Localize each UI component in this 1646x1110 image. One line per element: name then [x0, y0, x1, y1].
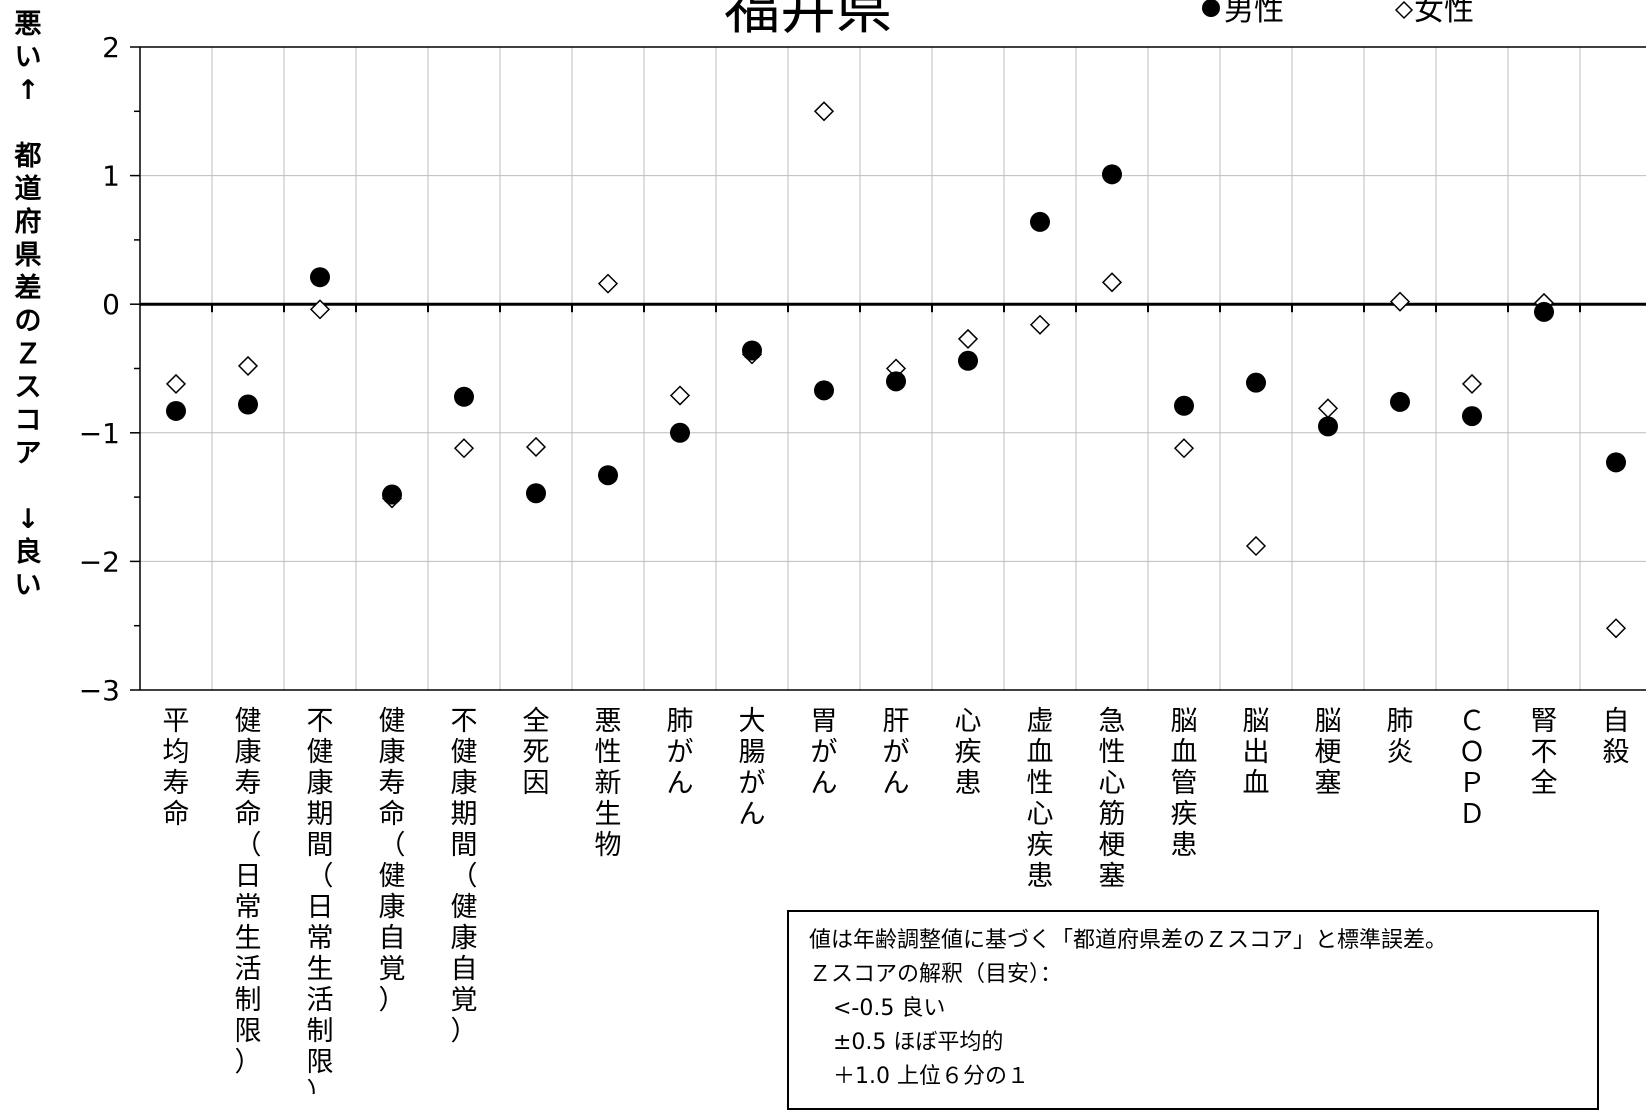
data-points	[165, 101, 1627, 639]
female-point	[1317, 398, 1339, 419]
category-label: 不健康期間（健康自覚）	[451, 706, 478, 1047]
category-label: 不健康期間（日常生活制限）	[307, 706, 334, 1094]
note-line-4: ±0.5 ほぼ平均的	[833, 1030, 1004, 1055]
category-label: 心疾患	[955, 706, 982, 799]
male-point	[814, 380, 834, 401]
male-point	[382, 484, 402, 505]
category-label: 健康寿命（健康自覚）	[379, 706, 406, 1016]
y-tick-labels: 2 1 0 −1 −2 −3	[79, 31, 120, 707]
female-point	[453, 438, 475, 459]
male-point	[1030, 211, 1050, 232]
female-point	[597, 273, 619, 294]
male-point	[886, 371, 906, 392]
male-point	[598, 465, 618, 486]
y-tick-label: −3	[79, 674, 120, 707]
male-point	[1102, 164, 1122, 185]
male-point	[526, 483, 546, 504]
male-point	[1534, 301, 1554, 322]
category-label: 脳梗塞	[1315, 706, 1342, 799]
y-tick-label: −1	[79, 417, 120, 450]
male-point	[1246, 372, 1266, 393]
category-label: 自殺	[1603, 706, 1630, 768]
female-point	[1389, 291, 1411, 312]
male-point	[742, 340, 762, 361]
note-line-3: <-0.5 良い	[833, 996, 946, 1021]
female-point	[525, 436, 547, 458]
male-point	[958, 350, 978, 371]
male-point	[166, 400, 186, 421]
y-tick-label: 1	[102, 160, 120, 193]
note-line-1: 値は年齢調整値に基づく「都道府県差のＺスコア」と標準誤差。	[809, 928, 1448, 953]
male-point	[1318, 416, 1338, 437]
category-label: 脳血管疾患	[1171, 706, 1198, 861]
category-label: 悪性新生物	[595, 706, 622, 861]
female-point	[165, 373, 187, 394]
category-label: 健康寿命（日常生活制限）	[235, 706, 262, 1078]
female-point	[669, 385, 691, 406]
legend-male-label: 男性	[1224, 0, 1284, 28]
category-label: ＣＯＰＤ	[1459, 706, 1486, 830]
female-point	[1101, 272, 1123, 293]
category-label: 肺がん	[667, 706, 694, 799]
legend-male-marker	[1202, 0, 1220, 17]
female-point	[309, 299, 331, 320]
category-label: 平均寿命	[163, 706, 190, 830]
legend-female-marker	[1394, 0, 1414, 20]
legend: 男性 女性	[1202, 0, 1474, 28]
category-label: 胃がん	[811, 706, 838, 799]
category-label: 大腸がん	[739, 706, 766, 830]
category-label: 全死因	[523, 706, 550, 799]
category-labels: 平均寿命 健康寿命（日常生活制限） 不健康期間（日常生活制限） 健康寿命（健康自覚） 不…	[163, 706, 1630, 1094]
note-line-2: Ｚスコアの解釈（目安）：	[809, 962, 1063, 987]
category-label: 肺炎	[1387, 706, 1414, 768]
female-point	[1173, 438, 1195, 459]
male-point	[238, 394, 258, 415]
male-point	[1174, 395, 1194, 416]
male-point	[1606, 452, 1626, 473]
female-point	[1605, 618, 1627, 639]
female-point	[813, 101, 835, 122]
legend-female-label: 女性	[1414, 0, 1474, 28]
male-point	[670, 422, 690, 443]
female-point	[957, 328, 979, 349]
male-point	[310, 267, 330, 288]
y-tick-label: −2	[79, 545, 120, 578]
y-tick-label: 0	[102, 288, 120, 321]
female-point	[1461, 373, 1483, 394]
female-point	[1029, 314, 1051, 335]
category-label: 虚血性心疾患	[1027, 706, 1054, 892]
chart-title: 福井県	[724, 0, 892, 42]
category-label: 急性心筋梗塞	[1099, 706, 1126, 892]
note-box: 値は年齢調整値に基づく「都道府県差のＺスコア」と標準誤差。 Ｚスコアの解釈（目安…	[787, 910, 1599, 1110]
male-point	[1462, 406, 1482, 427]
category-label: 腎不全	[1531, 706, 1558, 799]
note-line-5: ＋1.0 上位６分の１	[833, 1064, 1029, 1089]
category-label: 脳出血	[1243, 706, 1270, 799]
y-tick-label: 2	[102, 31, 120, 64]
female-point	[1245, 535, 1267, 557]
category-label: 肝がん	[883, 706, 910, 799]
male-point	[454, 386, 474, 407]
female-point	[237, 355, 259, 376]
male-point	[1390, 391, 1410, 412]
